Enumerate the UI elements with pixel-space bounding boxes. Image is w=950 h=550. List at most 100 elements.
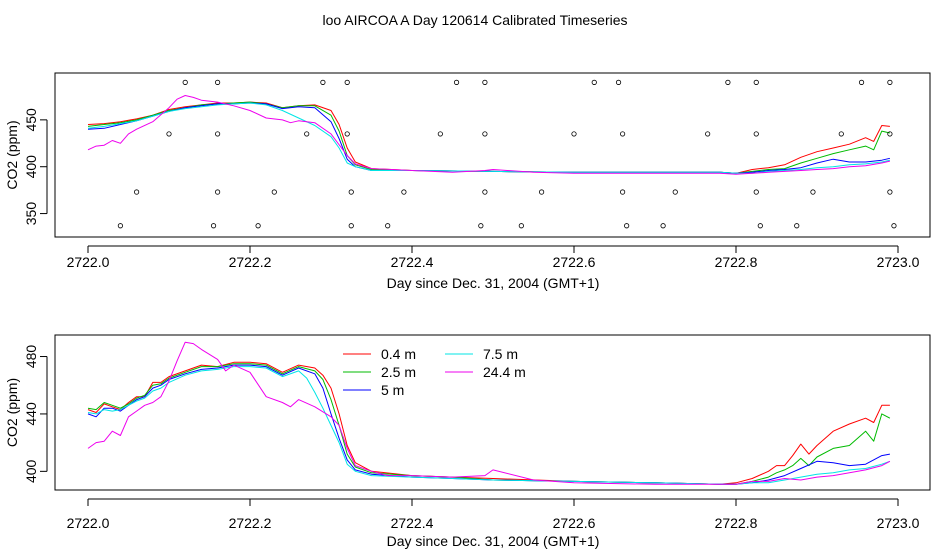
marker-dot bbox=[538, 189, 545, 195]
x-tick-label: 2723.0 bbox=[877, 515, 920, 531]
marker-dot bbox=[705, 131, 711, 137]
series-line-3 bbox=[87, 366, 891, 485]
legend: 0.4 m 2.5 m 5 m 7.5 m 24.4 m bbox=[343, 346, 526, 398]
legend-item: 7.5 m bbox=[445, 346, 518, 362]
series-line-4 bbox=[87, 95, 891, 175]
series-line-1 bbox=[87, 363, 891, 485]
marker-dot bbox=[891, 223, 897, 229]
marker-dot bbox=[571, 131, 577, 137]
marker-dot bbox=[838, 131, 844, 137]
legend-item: 24.4 m bbox=[445, 364, 526, 380]
bottom-x-axis: 2722.0 2722.2 2722.4 2722.6 2722.8 2723.0 bbox=[67, 498, 920, 531]
legend-item: 2.5 m bbox=[343, 364, 416, 380]
series-line-2 bbox=[87, 102, 891, 174]
figure-title: loo AIRCOA A Day 120614 Calibrated Times… bbox=[322, 12, 627, 28]
marker-dot bbox=[134, 189, 140, 195]
x-tick-label: 2722.4 bbox=[391, 515, 434, 531]
marker-dot bbox=[401, 189, 407, 195]
marker-dot bbox=[619, 189, 626, 195]
marker-dot bbox=[344, 79, 350, 85]
x-tick-label: 2722.2 bbox=[229, 254, 272, 270]
bottom-y-axis-label: CO2 (ppm) bbox=[4, 378, 20, 447]
x-tick-label: 2722.6 bbox=[553, 515, 596, 531]
series-line-4 bbox=[87, 341, 891, 485]
bottom-y-axis: 400 440 480 bbox=[23, 345, 48, 483]
marker-dot bbox=[385, 223, 391, 229]
marker-dot bbox=[887, 189, 893, 195]
marker-dot bbox=[753, 79, 759, 85]
marker-dot bbox=[887, 131, 893, 137]
series-line-0 bbox=[87, 361, 890, 485]
y-tick-label: 400 bbox=[23, 459, 39, 483]
marker-dot bbox=[591, 79, 597, 85]
top-marker-dots bbox=[117, 79, 897, 229]
marker-dot bbox=[615, 79, 622, 85]
x-tick-label: 2722.2 bbox=[229, 515, 272, 531]
marker-dot bbox=[166, 131, 172, 137]
marker-dot bbox=[215, 79, 221, 85]
top-x-axis-label: Day since Dec. 31, 2004 (GMT+1) bbox=[387, 275, 600, 291]
marker-dot bbox=[794, 223, 800, 229]
marker-dot bbox=[753, 189, 759, 195]
marker-dot bbox=[482, 189, 488, 195]
x-tick-label: 2722.0 bbox=[67, 515, 110, 531]
marker-dot bbox=[478, 223, 484, 229]
marker-dot bbox=[725, 79, 731, 85]
marker-dot bbox=[348, 189, 354, 195]
marker-dot bbox=[344, 131, 350, 137]
marker-dot bbox=[619, 131, 626, 137]
marker-dot bbox=[453, 79, 460, 85]
top-y-axis-label: CO2 (ppm) bbox=[4, 120, 20, 189]
x-tick-label: 2722.0 bbox=[67, 254, 110, 270]
marker-dot bbox=[304, 131, 310, 137]
bottom-x-axis-label: Day since Dec. 31, 2004 (GMT+1) bbox=[387, 533, 600, 549]
x-tick-label: 2722.4 bbox=[391, 254, 434, 270]
marker-dot bbox=[255, 223, 261, 229]
marker-dot bbox=[215, 131, 221, 137]
marker-dot bbox=[182, 79, 188, 85]
marker-dot bbox=[271, 189, 277, 195]
marker-dot bbox=[858, 79, 865, 85]
series-line-2 bbox=[87, 364, 890, 485]
bottom-series-lines bbox=[87, 341, 891, 485]
marker-dot bbox=[753, 131, 759, 137]
marker-dot bbox=[757, 223, 763, 229]
marker-dot bbox=[672, 189, 678, 195]
marker-dot bbox=[518, 223, 524, 229]
marker-dot bbox=[215, 189, 221, 195]
legend-item: 0.4 m bbox=[343, 346, 416, 362]
top-x-axis: 2722.0 2722.2 2722.4 2722.6 2722.8 2723.0 bbox=[67, 245, 920, 270]
top-plot-frame bbox=[54, 72, 931, 238]
x-tick-label: 2722.8 bbox=[715, 254, 758, 270]
x-tick-label: 2722.8 bbox=[715, 515, 758, 531]
marker-dot bbox=[210, 223, 217, 229]
marker-dot bbox=[624, 223, 630, 229]
marker-dot bbox=[660, 223, 666, 229]
top-y-axis: 350 400 450 bbox=[23, 108, 48, 226]
marker-dot bbox=[437, 131, 443, 137]
legend-label: 24.4 m bbox=[483, 364, 526, 380]
y-tick-label: 350 bbox=[23, 202, 39, 226]
marker-dot bbox=[887, 79, 893, 85]
y-tick-label: 400 bbox=[23, 155, 39, 179]
marker-dot bbox=[320, 79, 326, 85]
chart-panel-bottom: 2722.0 2722.2 2722.4 2722.6 2722.8 2723.0 400… bbox=[4, 334, 931, 549]
x-tick-label: 2723.0 bbox=[877, 254, 920, 270]
series-line-3 bbox=[87, 102, 891, 174]
x-tick-label: 2722.6 bbox=[553, 254, 596, 270]
y-tick-label: 440 bbox=[23, 402, 39, 426]
top-series-lines bbox=[87, 95, 891, 175]
series-line-1 bbox=[87, 101, 891, 174]
legend-item: 5 m bbox=[343, 382, 404, 398]
y-tick-label: 450 bbox=[23, 108, 39, 132]
legend-label: 7.5 m bbox=[483, 346, 518, 362]
bottom-plot-frame bbox=[54, 334, 931, 491]
series-line-0 bbox=[87, 101, 890, 174]
marker-dot bbox=[482, 79, 488, 85]
marker-dot bbox=[810, 189, 816, 195]
legend-label: 0.4 m bbox=[381, 346, 416, 362]
y-tick-label: 480 bbox=[23, 345, 39, 369]
legend-label: 5 m bbox=[381, 382, 404, 398]
legend-label: 2.5 m bbox=[381, 364, 416, 380]
